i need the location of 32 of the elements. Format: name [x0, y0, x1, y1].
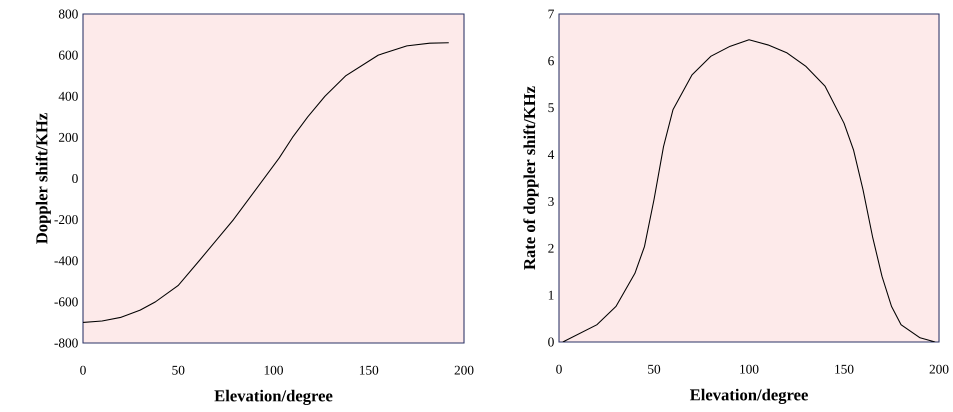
y-axis-title: Rate of doppler shift/KHz [523, 86, 539, 270]
x-tick-label: 200 [454, 366, 474, 375]
y-tick-label: 7 [548, 10, 554, 18]
y-tick-label: 0 [72, 174, 78, 183]
y-tick-label: -200 [54, 215, 78, 224]
y-tick-label: 6 [548, 56, 554, 66]
x-tick-label: 100 [264, 366, 283, 375]
line-series [562, 39, 936, 342]
y-axis-title: Doppler shift/KHz [36, 113, 51, 244]
y-tick-label: 4 [548, 150, 554, 159]
x-tick-label: 200 [930, 364, 948, 374]
y-tick-label: -600 [54, 297, 78, 306]
y-tick-label: -400 [54, 256, 78, 266]
x-tick-label: 150 [360, 366, 378, 375]
x-tick-label: 100 [740, 364, 758, 374]
y-tick-label: 2 [548, 244, 554, 253]
y-tick-label: 200 [58, 132, 78, 142]
y-tick-label: 800 [58, 10, 78, 18]
x-axis-title: Elevation/degree [214, 390, 332, 405]
y-tick-label: 400 [58, 92, 78, 101]
y-tick-label: 5 [548, 103, 554, 112]
y-tick-label: 600 [58, 50, 78, 60]
x-tick-label: 50 [172, 366, 184, 375]
x-axis-title: Elevation/degree [690, 388, 808, 404]
x-tick-label: 0 [556, 364, 562, 374]
y-tick-label: 3 [548, 196, 554, 206]
x-tick-label: 50 [648, 364, 660, 374]
y-tick-label: 1 [548, 290, 554, 300]
x-tick-label: 0 [80, 366, 86, 375]
x-tick-label: 150 [835, 364, 854, 374]
y-tick-label: -800 [54, 338, 78, 348]
y-tick-label: 0 [548, 338, 554, 346]
